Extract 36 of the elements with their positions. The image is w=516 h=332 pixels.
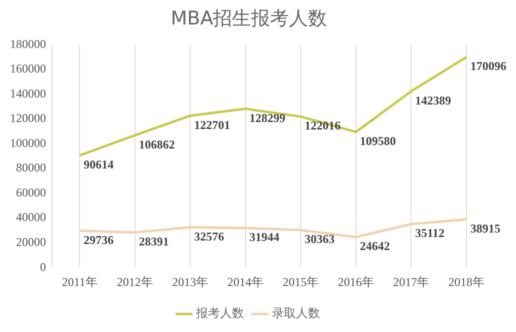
legend-label: 报考人数: [195, 306, 244, 320]
data-label: 29736: [84, 232, 114, 247]
y-tick-label: 60000: [16, 185, 46, 200]
data-label: 142389: [415, 93, 452, 108]
data-label: 28391: [138, 234, 169, 249]
data-label: 90614: [84, 158, 114, 172]
data-label: 122701: [194, 118, 230, 132]
chart-title: MBA招生报考人数: [170, 7, 328, 30]
x-tick-label: 2014年: [227, 274, 264, 289]
data-label: 128299: [249, 110, 286, 125]
data-label: 31944: [249, 230, 280, 244]
data-label: 30363: [304, 232, 335, 246]
y-tick-label: 40000: [16, 210, 46, 224]
x-tick-label: 2016年: [338, 274, 374, 289]
y-tick-label: 0: [40, 260, 46, 274]
x-tick-label: 2012年: [116, 274, 153, 289]
data-label: 109580: [360, 134, 396, 148]
x-tick-label: 2011年: [62, 274, 98, 289]
y-tick-label: 140000: [10, 86, 46, 100]
data-label: 35112: [415, 226, 444, 240]
data-label: 32576: [194, 229, 224, 244]
y-tick-label: 120000: [10, 111, 46, 126]
data-label: 170096: [470, 59, 506, 74]
x-tick-label: 2018年: [448, 274, 484, 289]
data-label: 106862: [138, 137, 175, 152]
y-tick-label: 20000: [16, 235, 46, 249]
y-tick-label: 100000: [10, 136, 46, 150]
y-tick-label: 80000: [16, 160, 46, 175]
y-tick-label: 180000: [10, 36, 46, 51]
legend-label: 录取人数: [272, 306, 320, 320]
x-tick-label: 2013年: [172, 274, 208, 289]
x-tick-label: 2015年: [282, 274, 319, 289]
x-tick-label: 2017年: [393, 274, 430, 289]
data-label: 24642: [360, 239, 390, 254]
y-tick-label: 160000: [10, 62, 46, 76]
data-label: 38915: [470, 222, 500, 236]
